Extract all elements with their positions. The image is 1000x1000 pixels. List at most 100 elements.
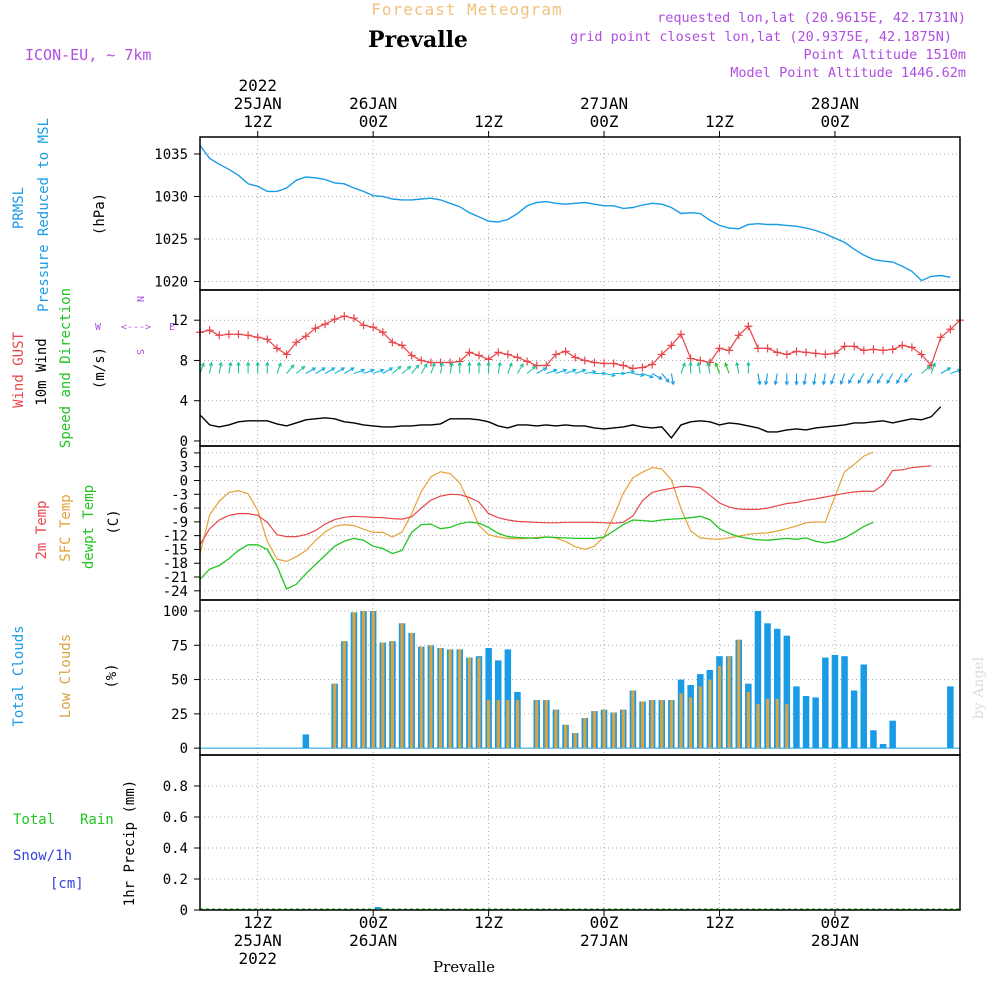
y-tick-label: -15 [163,542,188,558]
wind-gust-marker [946,325,955,334]
x-tick-label-top: 2022 [238,76,277,95]
grid-point-coords: grid point closest lon,lat (20.9375E, 42… [570,29,952,45]
x-tick-label-top: 12Z [474,112,503,131]
precip-bar [374,907,381,909]
wind-gust-marker [465,348,474,357]
wind-direction-arrow [401,365,412,374]
wind-direction-arrow [575,368,587,375]
total-clouds-bar [812,697,819,749]
wind-gust-marker [734,331,743,340]
y-tick-label: 1030 [154,190,188,206]
wind-gust-marker [378,328,387,337]
total-clouds-bar [947,686,954,749]
wind-direction-arrow [382,367,394,374]
wind-gust-marker [234,330,243,339]
wind-direction-arrow [930,362,936,374]
y-tick-label: 1035 [154,147,188,163]
wind-direction-arrow [680,362,686,374]
compass-we-arrows: <---> [121,322,151,333]
low-clouds-bar [400,623,404,749]
total-clouds-bar [802,696,810,749]
total-clouds-bar [754,611,762,749]
wind-gust-marker [407,351,416,360]
wind-direction-arrow [594,371,607,376]
wind-direction-arrow [536,367,548,374]
wind-gust-marker [657,350,666,359]
location-title: Prevalle [368,27,468,53]
x-tick-label-bottom: 12Z [705,913,734,932]
wind-gust-marker [205,326,214,335]
wind-direction-arrow [794,373,799,386]
wind-direction-arrow [848,373,855,385]
wind-direction-arrow [688,361,693,374]
wind-direction-arrow [315,367,327,374]
wind-gust-marker [600,359,609,368]
wind-direction-arrow [208,361,214,374]
y-tick-label: 75 [171,638,188,654]
dewpt-line [199,515,874,590]
wind-direction-arrow [921,365,931,374]
low-clouds-bar [390,641,394,749]
x-tick-label-bottom: 26JAN [349,931,397,950]
wind-gust-label: Wind GUST [11,332,27,408]
wind-gust-marker [773,348,782,357]
total-clouds-bar [841,656,848,749]
y-tick-label: -3 [171,487,188,503]
wind-direction-arrow [642,372,654,379]
x-tick-label-top: 12Z [705,112,734,131]
wind-direction-arrow [857,373,865,385]
low-clouds-bar [631,690,635,749]
wind-direction-arrow [245,361,251,374]
wind-direction-arrow [632,372,645,378]
wind-direction-arrow [476,361,482,374]
wind-gust-marker [561,347,570,356]
wind-gust-marker [888,345,897,354]
wind-gust-marker [715,344,724,353]
wind-gust-marker [551,350,560,359]
wind-direction-arrow [886,373,894,385]
wind-gust-marker [474,351,483,360]
precip-axis-label: 1hr Precip (mm) [122,780,138,906]
y-tick-label: -9 [171,515,188,531]
low-clouds-bar [602,709,606,749]
wind-direction-arrow [324,367,336,374]
total-precip-label: Total [13,812,55,828]
y-tick-label: 1020 [154,275,188,291]
panel-frame [199,754,961,911]
wind-direction-arrow [546,368,558,375]
wind-direction-arrow [276,362,282,374]
wind-direction-arrow [746,361,751,374]
wind-direction-arrow [651,373,663,380]
wind-direction-arrow [896,373,903,385]
x-tick-label-top: 00Z [359,112,388,131]
wind-direction-arrow [764,373,769,386]
y-tick-label: 1025 [154,232,188,248]
low-clouds-bar [352,612,356,749]
wind-direction-arrow [449,361,454,374]
wind-gust-marker [494,348,503,357]
wind-gust-marker [513,353,522,362]
wind-gust-marker [725,346,734,355]
wind-direction-arrow [670,373,675,386]
wind-direction-arrow [430,362,436,374]
low-clouds-bar [640,701,645,749]
wind-gust-marker [571,353,580,362]
total-clouds-bar [302,734,310,749]
wind-direction-arrow [839,373,846,385]
wind-gust-marker [215,331,224,340]
low-clouds-bar [342,641,346,749]
total-clouds-bar [504,649,512,749]
x-tick-label-bottom: 2022 [238,949,277,968]
low-clouds-bar [487,700,491,749]
wind-gust-marker [532,361,541,370]
wind-gust-marker [311,324,320,333]
x-tick-label-bottom: 27JAN [580,931,628,950]
low-clouds-bar [535,700,539,749]
y-tick-label: 0 [180,473,188,489]
wind-direction-arrow [486,361,491,374]
wind-gust-marker [330,315,339,324]
wind-direction-arrow [392,365,402,374]
sfc-temp-label: SFC Temp [58,494,74,561]
